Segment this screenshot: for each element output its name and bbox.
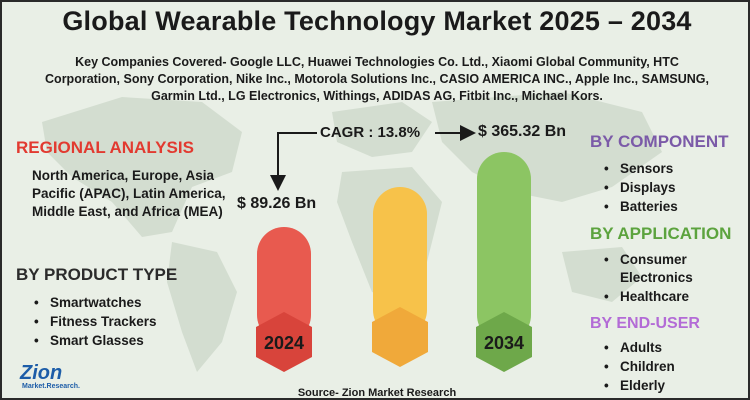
zion-logo: Zion Market.Research. xyxy=(16,362,86,398)
regional-analysis-text: North America, Europe, Asia Pacific (APA… xyxy=(32,168,226,219)
hexagon-middle xyxy=(372,307,428,367)
page-title: Global Wearable Technology Market 2025 –… xyxy=(62,6,692,36)
cagr-label: CAGR : 13.8% xyxy=(320,124,421,141)
logo-name: Zion xyxy=(20,362,63,384)
list-item: Fitness Trackers xyxy=(32,312,157,331)
list-item: Children xyxy=(602,357,675,376)
bar-middle xyxy=(373,187,427,337)
start-value: $ 89.26 Bn xyxy=(237,195,317,212)
list-item: Consumer Electronics xyxy=(602,251,742,287)
product-type-list: Smartwatches Fitness Trackers Smart Glas… xyxy=(32,293,157,350)
hexagon-2024 xyxy=(256,312,312,372)
list-item: Smartwatches xyxy=(32,293,157,312)
key-companies-text: Key Companies Covered- Google LLC, Huawe… xyxy=(45,55,709,103)
hexagon-2034 xyxy=(476,312,532,372)
product-type-heading: BY PRODUCT TYPE xyxy=(16,265,178,284)
list-item: Displays xyxy=(602,178,678,197)
application-heading: BY APPLICATION xyxy=(590,224,732,243)
year-2024-label: 2024 xyxy=(264,333,304,353)
list-item: Healthcare xyxy=(602,287,742,306)
list-item: Sensors xyxy=(602,159,678,178)
end-value: $ 365.32 Bn xyxy=(478,123,567,140)
list-item: Smart Glasses xyxy=(32,331,157,350)
logo-subtitle: Market.Research. xyxy=(22,383,80,390)
year-2034-label: 2034 xyxy=(484,333,524,353)
source-text: Source- Zion Market Research xyxy=(297,387,457,399)
list-item: Batteries xyxy=(602,197,678,216)
list-item: Elderly xyxy=(602,376,675,395)
bar-2024 xyxy=(257,227,311,342)
cagr-arrow-left xyxy=(270,132,317,191)
component-list: Sensors Displays Batteries xyxy=(602,159,678,216)
end-user-heading: BY END-USER xyxy=(590,315,700,332)
regional-analysis-heading: REGIONAL ANALYSIS xyxy=(16,138,194,157)
application-list: Consumer Electronics Healthcare xyxy=(602,251,742,306)
end-user-list: Adults Children Elderly xyxy=(602,338,675,395)
component-heading: BY COMPONENT xyxy=(590,132,729,151)
bar-2034 xyxy=(477,152,531,342)
list-item: Adults xyxy=(602,338,675,357)
